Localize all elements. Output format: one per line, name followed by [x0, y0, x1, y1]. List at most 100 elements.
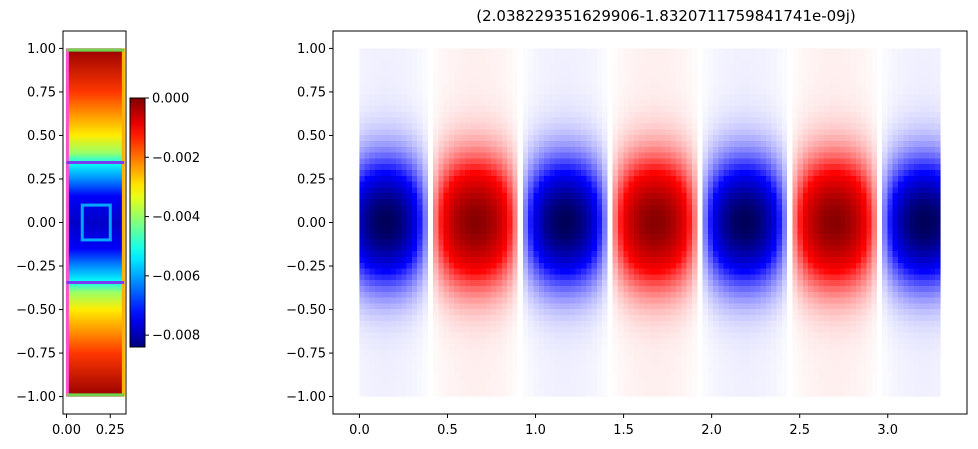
- mode-field-cell: [554, 198, 561, 206]
- mode-field-cell: [533, 123, 540, 130]
- mode-field-cell: [908, 71, 915, 78]
- mode-field-cell: [385, 53, 392, 61]
- mode-field-cell: [686, 106, 693, 113]
- mode-field-cell: [401, 152, 408, 159]
- mode-field-cell: [374, 251, 381, 258]
- mode-field-cell: [443, 100, 450, 107]
- mode-field-cell: [575, 175, 582, 183]
- mode-field-cell: [929, 140, 936, 148]
- mode-field-cell: [802, 181, 809, 188]
- mode-field-cell: [697, 175, 704, 183]
- mode-field-cell: [781, 71, 788, 78]
- mode-field-cell: [443, 204, 450, 212]
- mode-field-cell: [781, 239, 788, 247]
- mode-field-cell: [654, 48, 661, 55]
- mode-field-cell: [438, 251, 445, 258]
- mode-field-cell: [734, 135, 741, 142]
- mode-field-cell: [670, 135, 677, 142]
- mode-field-cell: [871, 88, 878, 96]
- mode-field-cell: [935, 274, 941, 281]
- mode-field-cell: [554, 286, 561, 293]
- mode-field-cell: [829, 251, 836, 258]
- mode-field-cell: [670, 129, 677, 136]
- mode-field-cell: [533, 204, 540, 212]
- mode-field-cell: [755, 123, 762, 130]
- mode-field-cell: [470, 111, 476, 119]
- mode-field-cell: [750, 204, 756, 212]
- mode-field-cell: [686, 71, 693, 78]
- mode-field-cell: [433, 210, 439, 217]
- mode-field-cell: [380, 111, 387, 119]
- mode-field-cell: [607, 251, 614, 258]
- mode-field-cell: [670, 239, 677, 247]
- mode-field-cell: [802, 274, 809, 281]
- mode-field-cell: [665, 48, 672, 55]
- mode-field-cell: [876, 257, 883, 264]
- mode-field-cell: [755, 100, 762, 107]
- mode-field-cell: [887, 53, 894, 61]
- mode-field-cell: [829, 204, 836, 212]
- mode-field-cell: [839, 297, 846, 305]
- mode-field-cell: [882, 88, 889, 96]
- mode-field-cell: [723, 198, 730, 206]
- mode-field-cell: [739, 100, 746, 107]
- mode-field-cell: [697, 297, 704, 305]
- mode-field-cell: [427, 77, 434, 84]
- mode-field-cell: [755, 198, 762, 206]
- mode-field-cell: [512, 239, 519, 247]
- mode-field-cell: [818, 100, 825, 107]
- mode-field-cell: [713, 59, 719, 67]
- mode-field-cell: [538, 117, 545, 125]
- mode-field-cell: [496, 210, 503, 217]
- mode-field-cell: [612, 228, 619, 235]
- mode-field-cell: [596, 210, 603, 217]
- mode-field-cell: [581, 291, 587, 299]
- mode-field-cell: [443, 164, 450, 171]
- mode-field-cell: [480, 187, 487, 194]
- mode-field-cell: [459, 303, 466, 310]
- mode-field-cell: [586, 100, 593, 107]
- mode-field-cell: [797, 228, 804, 235]
- mode-field-cell: [501, 222, 508, 229]
- mode-field-cell: [845, 193, 852, 200]
- mode-field-cell: [411, 193, 418, 200]
- mode-field-cell: [686, 94, 693, 101]
- mode-field-cell: [438, 71, 445, 78]
- mode-field-cell: [845, 228, 852, 235]
- mode-field-cell: [802, 222, 809, 229]
- mode-field-cell: [866, 117, 873, 125]
- mode-field-cell: [676, 140, 682, 148]
- mode-field-cell: [433, 228, 439, 235]
- mode-field-cell: [554, 169, 561, 177]
- mode-field-cell: [438, 181, 445, 188]
- mode-field-cell: [887, 152, 894, 159]
- mode-field-cell: [882, 77, 889, 84]
- mode-field-cell: [892, 239, 899, 247]
- mode-field-cell: [760, 53, 767, 61]
- mode-field-cell: [586, 106, 593, 113]
- mode-field-cell: [359, 164, 365, 171]
- mode-field-cell: [802, 233, 809, 241]
- mode-field-cell: [443, 239, 450, 247]
- mode-field-cell: [544, 53, 550, 61]
- mode-field-cell: [765, 53, 772, 61]
- mode-field-cell: [876, 140, 883, 148]
- mode-field-cell: [824, 280, 830, 287]
- mode-field-cell: [374, 204, 381, 212]
- mode-field-cell: [364, 88, 371, 96]
- mode-field-cell: [739, 82, 746, 90]
- mode-field-cell: [454, 100, 461, 107]
- mode-field-cell: [739, 53, 746, 61]
- mode-field-cell: [507, 53, 513, 61]
- mode-field-cell: [464, 239, 471, 247]
- mode-field-cell: [866, 71, 873, 78]
- mode-field-cell: [765, 257, 772, 264]
- mode-field-cell: [417, 94, 424, 101]
- mode-field-cell: [374, 100, 381, 107]
- mode-field-cell: [454, 65, 461, 72]
- mode-field-cell: [549, 297, 556, 305]
- mode-field-cell: [575, 222, 582, 229]
- mode-field-cell: [913, 71, 920, 78]
- mode-field-cell: [565, 286, 572, 293]
- mode-field-cell: [549, 210, 556, 217]
